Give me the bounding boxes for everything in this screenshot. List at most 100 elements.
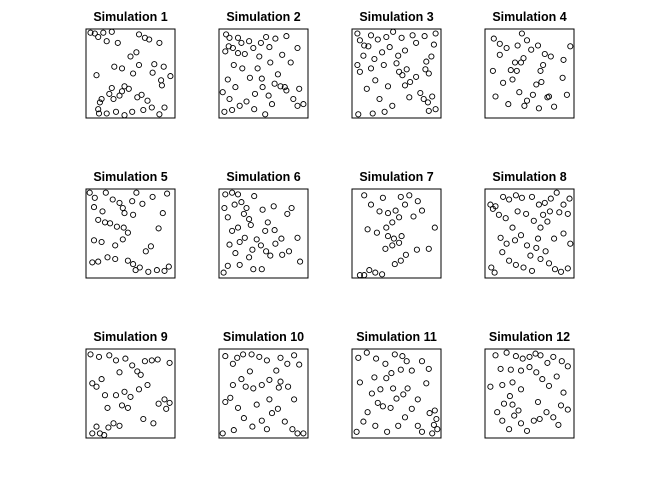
data-point xyxy=(272,35,279,42)
data-point xyxy=(116,92,123,99)
data-point xyxy=(409,32,416,39)
data-point xyxy=(503,240,510,247)
data-point xyxy=(110,420,117,427)
data-point xyxy=(386,44,393,51)
panel-frame xyxy=(218,348,309,439)
data-point xyxy=(99,208,106,215)
data-point xyxy=(112,392,120,399)
data-point xyxy=(138,91,145,98)
data-point xyxy=(222,353,229,360)
data-point xyxy=(523,427,531,434)
data-point xyxy=(230,427,237,434)
data-point xyxy=(246,216,253,223)
data-point xyxy=(521,102,528,109)
data-point xyxy=(223,31,230,38)
data-point xyxy=(551,103,558,110)
data-point xyxy=(398,233,405,240)
panel-6: Simulation 6 xyxy=(218,170,309,279)
data-point xyxy=(560,389,567,396)
data-point xyxy=(381,108,388,115)
data-point xyxy=(240,351,247,358)
data-point xyxy=(103,110,110,117)
data-point xyxy=(366,267,373,274)
data-point xyxy=(89,430,96,437)
data-point xyxy=(232,250,239,257)
data-point xyxy=(285,383,292,390)
data-point xyxy=(124,257,131,264)
data-point xyxy=(399,72,406,79)
data-point xyxy=(234,224,242,231)
data-point xyxy=(249,246,256,253)
panel-frame xyxy=(85,188,176,279)
data-point xyxy=(509,401,516,408)
data-point xyxy=(153,267,160,274)
data-point xyxy=(553,189,560,196)
data-point xyxy=(507,366,514,373)
data-point xyxy=(271,227,278,234)
data-point xyxy=(119,204,126,212)
panel-title: Simulation 4 xyxy=(492,10,566,24)
data-point xyxy=(546,208,553,215)
data-point xyxy=(514,42,521,49)
data-point xyxy=(509,379,516,386)
data-point xyxy=(396,68,403,75)
panel-frame xyxy=(218,188,309,279)
data-point xyxy=(365,43,372,50)
data-point xyxy=(246,74,253,81)
data-point xyxy=(106,352,113,359)
data-point xyxy=(517,59,525,66)
data-point xyxy=(555,421,562,428)
data-point xyxy=(408,367,415,374)
data-point xyxy=(489,67,496,74)
data-point xyxy=(434,426,441,433)
data-point xyxy=(283,33,290,40)
data-point xyxy=(355,111,362,118)
data-point xyxy=(557,402,565,409)
data-point xyxy=(279,51,286,58)
data-point xyxy=(511,412,518,419)
data-point xyxy=(111,63,118,70)
data-point xyxy=(564,406,571,413)
panel-4: Simulation 4 xyxy=(484,10,575,119)
data-point xyxy=(360,418,367,425)
data-point xyxy=(300,430,307,437)
data-point xyxy=(121,112,128,119)
data-point xyxy=(390,235,397,242)
data-point xyxy=(159,210,166,217)
data-point xyxy=(517,367,525,374)
data-point xyxy=(364,409,371,416)
panel-9: Simulation 9 xyxy=(85,330,176,439)
data-point xyxy=(89,259,96,266)
data-point xyxy=(112,255,119,263)
panel-10: Simulation 10 xyxy=(218,330,309,439)
data-point xyxy=(527,252,534,259)
data-point xyxy=(221,108,228,115)
data-point xyxy=(112,108,120,115)
data-point xyxy=(236,261,243,268)
data-point xyxy=(533,81,540,88)
data-point xyxy=(98,238,105,246)
data-point xyxy=(129,198,136,205)
panel-title: Simulation 2 xyxy=(226,10,300,24)
data-point xyxy=(133,189,140,196)
panel-frame xyxy=(218,28,309,119)
data-point xyxy=(95,33,102,41)
data-point xyxy=(513,67,520,74)
data-point xyxy=(98,376,105,383)
data-point xyxy=(291,352,298,359)
data-point xyxy=(267,59,274,66)
data-point xyxy=(399,353,406,360)
data-point xyxy=(163,405,170,412)
data-point xyxy=(356,379,363,386)
data-point xyxy=(104,254,111,261)
data-point xyxy=(241,234,248,241)
data-point xyxy=(530,217,537,224)
data-point xyxy=(281,418,288,425)
data-point xyxy=(532,350,539,357)
data-point xyxy=(515,407,522,414)
data-point xyxy=(135,61,143,69)
data-point xyxy=(401,47,409,54)
data-point xyxy=(354,61,361,69)
data-point xyxy=(403,66,410,73)
data-point xyxy=(523,97,531,104)
